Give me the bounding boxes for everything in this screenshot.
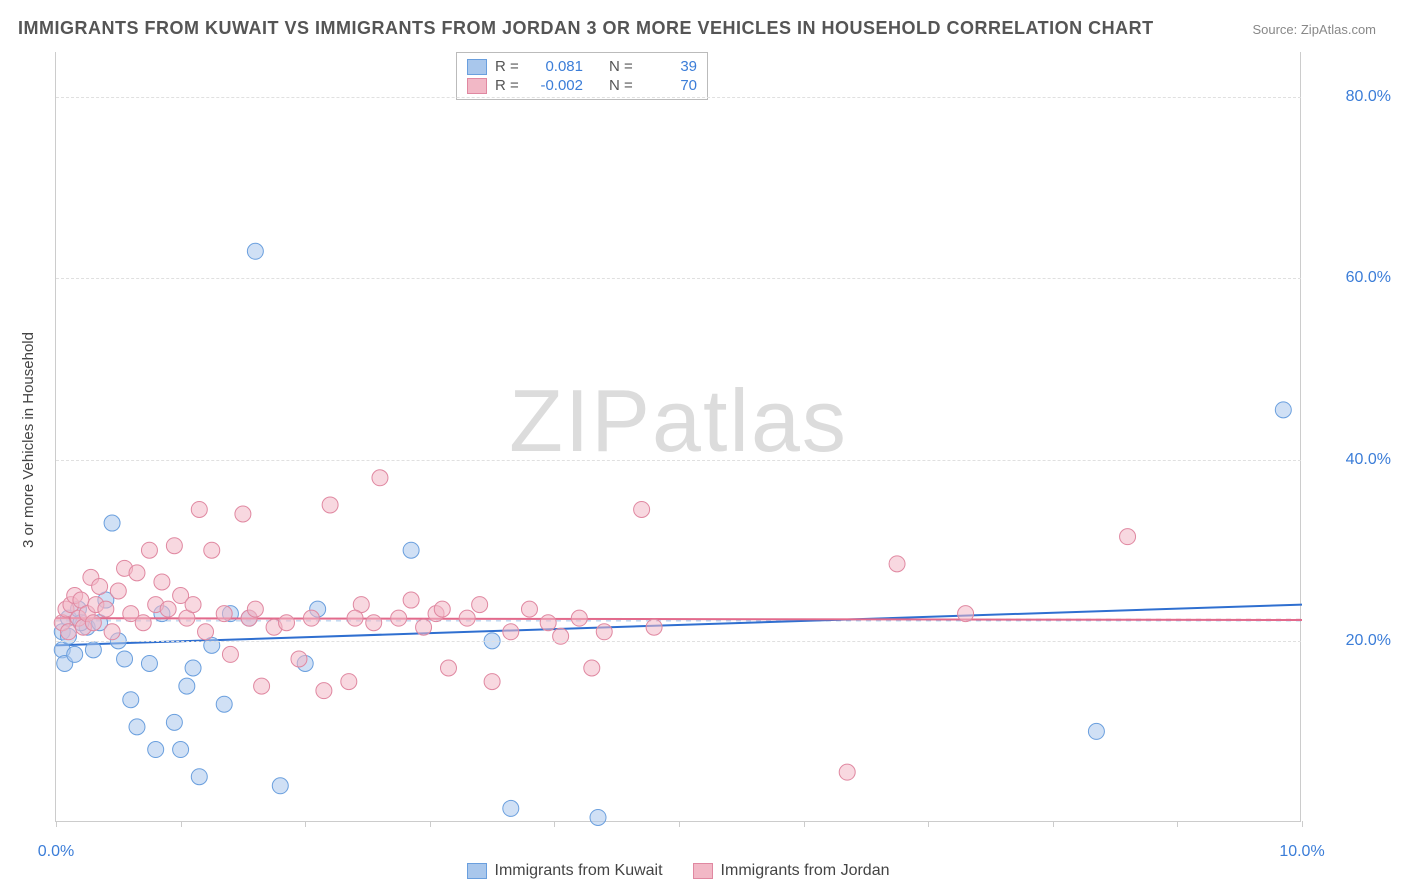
x-tick xyxy=(1177,821,1178,827)
y-tick-label: 80.0% xyxy=(1311,88,1391,106)
stats-r-label: R = xyxy=(495,58,523,75)
x-tick xyxy=(554,821,555,827)
legend-swatch-jordan xyxy=(693,863,713,879)
stats-box: R = 0.081 N = 39 R = -0.002 N = 70 xyxy=(456,52,708,100)
plot-area: ZIPatlas R = 0.081 N = 39 R = -0.002 N =… xyxy=(55,52,1301,822)
stats-n-value-kuwait: 39 xyxy=(645,58,697,75)
y-tick-label: 20.0% xyxy=(1311,632,1391,650)
grid-line-h xyxy=(56,460,1301,461)
legend-label-kuwait: Immigrants from Kuwait xyxy=(495,862,663,880)
stats-r-value-jordan: -0.002 xyxy=(531,77,583,94)
stats-n-label-2: N = xyxy=(609,77,637,94)
x-tick xyxy=(181,821,182,827)
x-tick-label: 0.0% xyxy=(38,843,74,861)
x-tick xyxy=(679,821,680,827)
stats-r-value-kuwait: 0.081 xyxy=(531,58,583,75)
stats-n-label: N = xyxy=(609,58,637,75)
x-tick xyxy=(928,821,929,827)
legend-swatch-kuwait xyxy=(467,863,487,879)
x-tick xyxy=(305,821,306,827)
y-axis-label: 3 or more Vehicles in Household xyxy=(20,332,37,548)
stats-row-kuwait: R = 0.081 N = 39 xyxy=(467,57,697,76)
legend: Immigrants from Kuwait Immigrants from J… xyxy=(55,862,1301,880)
x-tick xyxy=(1053,821,1054,827)
stats-swatch-jordan xyxy=(467,78,487,94)
legend-label-jordan: Immigrants from Jordan xyxy=(721,862,890,880)
legend-item-jordan: Immigrants from Jordan xyxy=(693,862,890,880)
source-attribution: Source: ZipAtlas.com xyxy=(1252,22,1376,37)
stats-r-label-2: R = xyxy=(495,77,523,94)
x-tick xyxy=(430,821,431,827)
legend-item-kuwait: Immigrants from Kuwait xyxy=(467,862,663,880)
grid-line-h xyxy=(56,641,1301,642)
stats-n-value-jordan: 70 xyxy=(645,77,697,94)
stats-row-jordan: R = -0.002 N = 70 xyxy=(467,76,697,95)
y-tick-label: 60.0% xyxy=(1311,269,1391,287)
grid-line-h xyxy=(56,97,1301,98)
x-tick xyxy=(804,821,805,827)
chart-title: IMMIGRANTS FROM KUWAIT VS IMMIGRANTS FRO… xyxy=(18,18,1154,39)
grid-line-h xyxy=(56,278,1301,279)
x-tick xyxy=(56,821,57,827)
x-tick-label: 10.0% xyxy=(1279,843,1324,861)
scatter-svg xyxy=(56,52,1301,821)
y-tick-label: 40.0% xyxy=(1311,451,1391,469)
stats-swatch-kuwait xyxy=(467,59,487,75)
x-tick xyxy=(1302,821,1303,827)
